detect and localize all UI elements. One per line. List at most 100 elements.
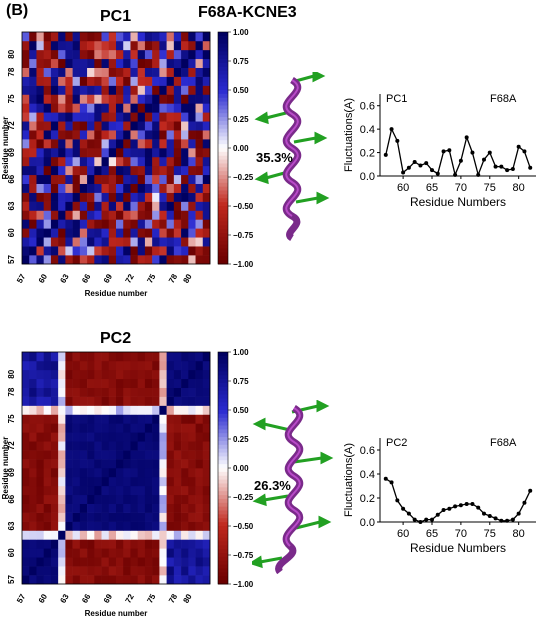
heatmap-cell	[22, 512, 30, 522]
heatmap-cell	[130, 121, 138, 131]
heatmap-cell	[173, 459, 182, 469]
heatmap-cell	[181, 423, 189, 433]
heatmap-cell	[79, 228, 88, 238]
heatmap-cell	[181, 148, 189, 158]
heatmap-cell	[130, 414, 138, 424]
heatmap-cell	[72, 183, 81, 193]
heatmap-cell	[166, 378, 175, 388]
heatmap-cell	[202, 378, 211, 388]
heatmap-cell	[94, 441, 102, 451]
heatmap-cell	[188, 530, 196, 540]
heatmap-cell	[108, 503, 117, 513]
heatmap-cell	[181, 378, 189, 388]
heatmap-cell	[181, 432, 189, 442]
heatmap-cell	[94, 49, 102, 60]
heatmap-cell	[123, 112, 131, 122]
heatmap-cell	[79, 521, 88, 531]
heatmap-cell	[29, 201, 37, 211]
heatmap-cell	[43, 512, 52, 522]
heatmap-cell	[94, 539, 102, 549]
colorbar-segment	[218, 533, 228, 539]
colorbar-segment	[218, 541, 228, 546]
fluct-point	[389, 480, 394, 485]
heatmap-cell	[123, 148, 131, 158]
heatmap-cell	[152, 575, 160, 585]
heatmap-cell	[43, 575, 52, 585]
heatmap-cell	[202, 369, 211, 380]
heatmap-cell	[87, 459, 95, 469]
heatmap-cell	[188, 566, 196, 576]
heatmap-cell	[144, 246, 153, 256]
heatmap-cell	[43, 352, 52, 362]
heatmap-cell	[173, 139, 182, 149]
heatmap-cell	[22, 237, 30, 247]
colorbar-segment	[218, 105, 228, 110]
colorbar-segment	[218, 487, 228, 492]
heatmap-cell	[101, 378, 110, 388]
variant-label: F68A	[490, 93, 517, 105]
heatmap-cell	[152, 130, 160, 140]
heatmap-cell	[195, 103, 204, 113]
heatmap-cell	[166, 139, 175, 149]
heatmap-cell	[123, 246, 131, 256]
heatmap-cell	[36, 459, 44, 469]
heatmap-cell	[202, 103, 211, 113]
heatmap-cell	[65, 130, 73, 140]
heatmap-cell	[79, 246, 88, 256]
heatmap-cell	[130, 165, 138, 176]
heatmap-cell	[72, 512, 81, 522]
heatmap-cell	[188, 352, 196, 362]
heatmap-cell	[108, 121, 117, 131]
heatmap-cell	[36, 548, 44, 558]
heatmap-cell	[108, 352, 117, 362]
heatmap-cell	[116, 112, 124, 122]
heatmap-cell	[130, 405, 138, 415]
heatmap-cell	[29, 485, 37, 496]
heatmap-cell	[159, 503, 167, 513]
colorbar-segment	[218, 464, 228, 469]
heatmap-cell	[72, 405, 81, 415]
heatmap-cell	[181, 352, 189, 362]
heatmap-cell	[188, 58, 196, 68]
heatmap-cell	[202, 58, 211, 68]
heatmap-cell	[116, 192, 124, 202]
heatmap-cells	[22, 32, 211, 265]
heatmap-cell	[173, 58, 182, 68]
heatmap-cell	[101, 228, 110, 238]
heatmap-cell	[159, 58, 167, 68]
colorbar-segment	[218, 82, 228, 87]
heatmap-cell	[202, 548, 211, 558]
colorbar-segment	[218, 522, 228, 527]
heatmap-cell	[72, 246, 81, 256]
heatmap-cell	[173, 476, 182, 487]
heatmap-cell	[36, 121, 44, 131]
colorbar-segment	[218, 363, 228, 368]
heatmap-cell	[29, 103, 37, 113]
heatmap-cell	[72, 58, 81, 68]
heatmap-cell	[123, 387, 131, 397]
heatmap-cell	[58, 201, 66, 211]
heatmap-cell	[36, 201, 44, 211]
heatmap-cell	[173, 521, 182, 531]
heatmap-cell	[22, 103, 30, 113]
heatmap-cell	[29, 32, 37, 42]
heatmap-cell	[72, 378, 81, 388]
colorbar-segment	[218, 506, 228, 512]
heatmap-cell	[29, 566, 37, 576]
heatmap-cell	[173, 396, 182, 406]
heatmap-cell	[188, 548, 196, 558]
heatmap-cell	[152, 494, 160, 504]
colorbar-segment	[218, 70, 228, 76]
heatmap-cell	[43, 530, 52, 540]
heatmap-cell	[65, 121, 73, 131]
heatmap-cell	[202, 67, 211, 77]
heatmap-cell	[173, 40, 182, 51]
heatmap-cell	[166, 67, 175, 77]
heatmap-cell	[116, 156, 124, 167]
heatmap-cell	[137, 174, 146, 184]
heatmap-cell	[144, 432, 153, 442]
heatmap-cell	[87, 130, 95, 140]
heatmap-cell	[36, 441, 44, 451]
heatmap-cell	[87, 396, 95, 406]
heatmap-cell	[152, 58, 160, 68]
